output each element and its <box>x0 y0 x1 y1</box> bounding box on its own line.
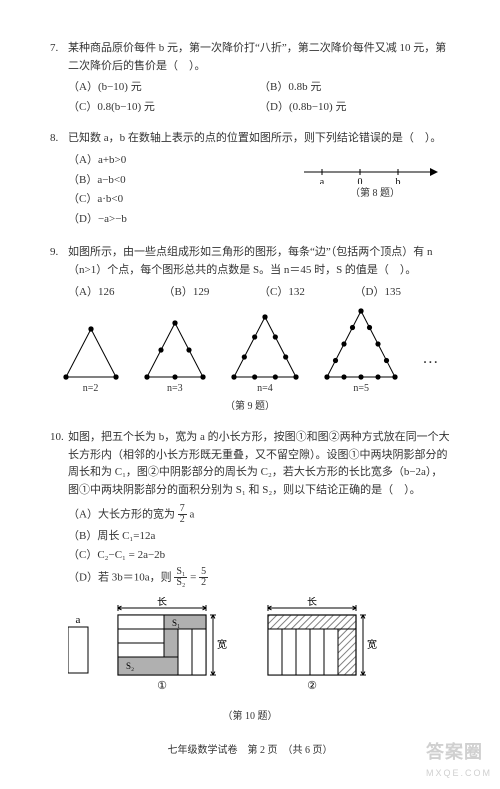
question-9-number: 9. <box>50 244 68 279</box>
question-10-options: （A）大长方形的宽为 72 a （B）周长 C₁=12a （C）C₂−C₁ = … <box>68 504 450 589</box>
q7-option-b: （B）0.8b 元 <box>259 79 450 97</box>
q10-option-d: （D）若 3b＝10a，则 S₁S₂ = 52 <box>68 567 450 589</box>
q7-option-d: （D）(0.8b−10) 元 <box>259 99 450 117</box>
q10-a-frac: 72 <box>178 504 187 526</box>
triangle-label: n=2 <box>62 381 120 397</box>
question-10: 10. 如图，把五个长为 b，宽为 a 的小长方形，按图①和图②两种方式放在同一… <box>50 429 450 725</box>
svg-text:长: 长 <box>157 597 167 608</box>
svg-text:宽: 宽 <box>367 638 377 651</box>
svg-text:S₁: S₁ <box>172 618 180 628</box>
q7-option-c: （C）0.8(b−10) 元 <box>68 99 259 117</box>
question-9-stem: 9. 如图所示，由一些点组成形如三角形的图形，每条“边”（包括两个顶点）有 n（… <box>50 244 450 279</box>
q9-caption: （第 9 题） <box>50 399 450 415</box>
q10-option-b: （B）周长 C₁=12a <box>68 528 450 546</box>
question-9-options: （A）126 （B）129 （C）132 （D）135 <box>68 284 450 302</box>
question-7-number: 7. <box>50 40 68 75</box>
triangle-n5 <box>323 307 399 381</box>
question-7-text: 某种商品原价每件 b 元，第一次降价打“八折”，第二次降价每件又减 10 元，第… <box>68 40 450 75</box>
svg-text:②: ② <box>307 680 317 692</box>
svg-text:b: b <box>396 177 401 184</box>
q10-d-eq: = <box>187 571 199 583</box>
question-9-figures: n=2 n=3 n=4 n=5 … <box>50 307 450 397</box>
triangle-n3 <box>143 319 207 381</box>
svg-text:宽: 宽 <box>217 638 227 651</box>
q7-option-a: （A）(b−10) 元 <box>68 79 259 97</box>
q10-a-post: a <box>187 508 195 520</box>
number-line-figure: a 0 b <box>300 158 440 184</box>
triangle-label: n=3 <box>143 381 207 397</box>
q8-option-a: （A）a+b>0 <box>68 152 300 170</box>
svg-text:a: a <box>320 177 325 184</box>
svg-text:a: a <box>76 614 81 626</box>
question-10-figure: abS₁S₂长宽①长宽② <box>68 597 450 707</box>
q9-option-c: （C）132 <box>259 284 355 302</box>
q8-option-d: （D）−a>−b <box>68 211 300 229</box>
triangle-n2 <box>62 325 120 381</box>
q10-option-c: （C）C₂−C₁ = 2a−2b <box>68 547 450 565</box>
ellipsis: … <box>422 346 438 398</box>
q10-option-a: （A）大长方形的宽为 72 a <box>68 504 450 526</box>
watermark-url: MXQE.COM <box>426 766 492 780</box>
question-8-number: 8. <box>50 130 68 148</box>
question-7-stem: 7. 某种商品原价每件 b 元，第一次降价打“八折”，第二次降价每件又减 10 … <box>50 40 450 75</box>
watermark-text: 答案圈 <box>426 738 492 767</box>
q10-a-pre: （A）大长方形的宽为 <box>68 508 178 520</box>
triangle-n4 <box>230 313 300 381</box>
svg-text:0: 0 <box>358 177 363 184</box>
q8-caption: （第 8 题） <box>300 186 450 202</box>
watermark: 答案圈 MXQE.COM <box>426 738 492 781</box>
question-10-text: 如图，把五个长为 b，宽为 a 的小长方形，按图①和图②两种方式放在同一个大长方… <box>68 429 450 499</box>
question-7-options: （A）(b−10) 元 （B）0.8b 元 （C）0.8(b−10) 元 （D）… <box>68 79 450 116</box>
rectangles-figure: abS₁S₂长宽①长宽② <box>68 597 448 707</box>
q9-option-d: （D）135 <box>355 284 451 302</box>
triangle-label: n=5 <box>323 381 399 397</box>
q10-d-rhs: 52 <box>199 567 208 589</box>
question-8-text: 已知数 a，b 在数轴上表示的点的位置如图所示，则下列结论错误的是（ ）。 <box>68 130 450 148</box>
question-7: 7. 某种商品原价每件 b 元，第一次降价打“八折”，第二次降价每件又减 10 … <box>50 40 450 116</box>
question-8-options: （A）a+b>0 （B）a−b<0 （C）a·b<0 （D）−a>−b <box>68 152 300 230</box>
question-8: 8. 已知数 a，b 在数轴上表示的点的位置如图所示，则下列结论错误的是（ ）。… <box>50 130 450 230</box>
q8-option-c: （C）a·b<0 <box>68 191 300 209</box>
q10-d-lhs: S₁S₂ <box>174 567 187 589</box>
question-10-stem: 10. 如图，把五个长为 b，宽为 a 的小长方形，按图①和图②两种方式放在同一… <box>50 429 450 499</box>
question-8-stem: 8. 已知数 a，b 在数轴上表示的点的位置如图所示，则下列结论错误的是（ ）。 <box>50 130 450 148</box>
question-9: 9. 如图所示，由一些点组成形如三角形的图形，每条“边”（包括两个顶点）有 n（… <box>50 244 450 415</box>
q8-option-b: （B）a−b<0 <box>68 172 300 190</box>
svg-text:S₂: S₂ <box>126 661 134 671</box>
q9-option-a: （A）126 <box>68 284 164 302</box>
question-9-text: 如图所示，由一些点组成形如三角形的图形，每条“边”（包括两个顶点）有 n（n>1… <box>68 244 450 279</box>
q10-d-pre: （D）若 3b＝10a，则 <box>68 571 174 583</box>
svg-text:长: 长 <box>307 597 317 608</box>
triangle-label: n=4 <box>230 381 300 397</box>
q10-caption: （第 10 题） <box>50 709 450 725</box>
page-footer: 七年级数学试卷 第 2 页 （共 6 页） <box>50 743 450 759</box>
q9-option-b: （B）129 <box>164 284 260 302</box>
question-8-figure: a 0 b （第 8 题） <box>300 148 450 230</box>
svg-text:①: ① <box>157 680 167 692</box>
question-10-number: 10. <box>50 429 68 499</box>
